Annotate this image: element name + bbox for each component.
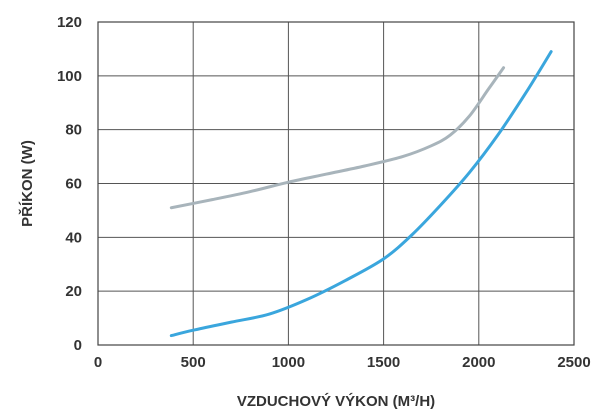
- y-tick-label: 80: [65, 122, 82, 139]
- x-tick-label: 1000: [272, 354, 305, 371]
- y-tick-label: 120: [57, 14, 82, 31]
- x-tick-label: 0: [94, 354, 102, 371]
- x-tick-label: 2000: [462, 354, 495, 371]
- series-layer: [169, 50, 553, 338]
- x-axis-title: VZDUCHOVÝ VÝKON (M³/H): [237, 392, 435, 410]
- y-tick-label: 20: [65, 283, 82, 300]
- y-axis-title: PŘÍKON (W): [18, 140, 36, 227]
- y-tick-label: 60: [65, 176, 82, 193]
- y-tick-label: 100: [57, 68, 82, 85]
- y-tick-label: 0: [74, 337, 82, 354]
- plot-border: [97, 21, 575, 346]
- series-line-2: [169, 50, 553, 338]
- x-tick-labels: 0 500 1000 1500 2000 2500: [94, 354, 591, 371]
- series-line-1: [169, 66, 506, 210]
- x-tick-label: 1500: [367, 354, 400, 371]
- x-tick-label: 2500: [557, 354, 590, 371]
- y-tick-label: 40: [65, 229, 82, 246]
- plot-frame: [97, 21, 575, 346]
- x-tick-label: 500: [181, 354, 206, 371]
- y-tick-labels: 0 20 40 60 80 100 120: [57, 14, 82, 354]
